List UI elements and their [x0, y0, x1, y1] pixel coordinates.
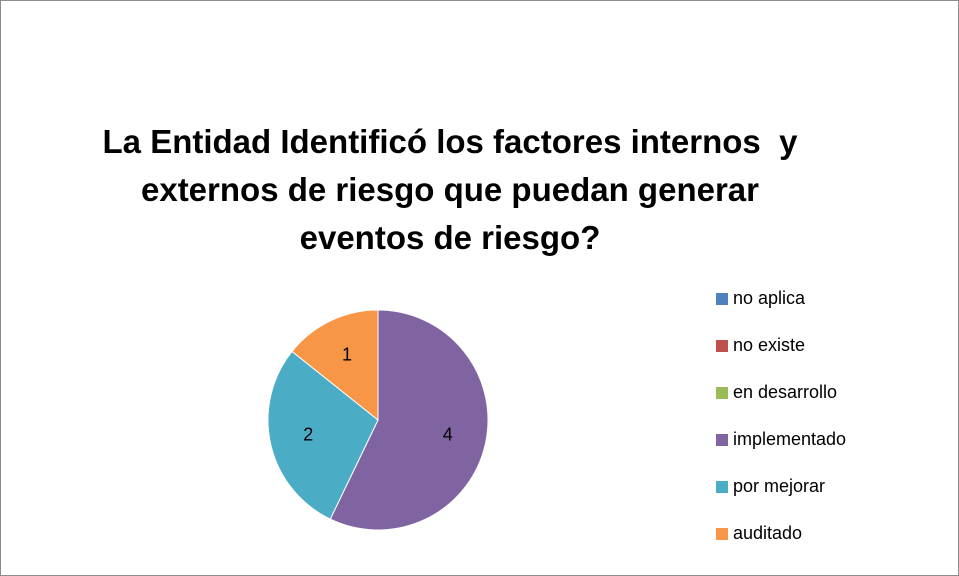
legend-swatch [716, 340, 728, 352]
data-label: 4 [443, 425, 453, 445]
legend-label: no existe [733, 335, 805, 355]
data-label: 2 [303, 425, 313, 445]
legend-label: en desarrollo [733, 382, 837, 402]
chart-title: La Entidad Identificó los factores inter… [102, 123, 807, 256]
legend-swatch [716, 528, 728, 540]
legend-label: auditado [733, 523, 802, 543]
legend-label: por mejorar [733, 476, 825, 496]
legend-label: implementado [733, 429, 846, 449]
pie-slice [291, 309, 379, 422]
pie-slice [267, 350, 379, 520]
legend-label: no aplica [733, 288, 806, 308]
data-label: 1 [342, 344, 352, 364]
legend-swatch [716, 387, 728, 399]
legend-swatch [716, 434, 728, 446]
legend-swatch [716, 481, 728, 493]
legend-swatch [716, 293, 728, 305]
pie-slice [329, 309, 489, 531]
